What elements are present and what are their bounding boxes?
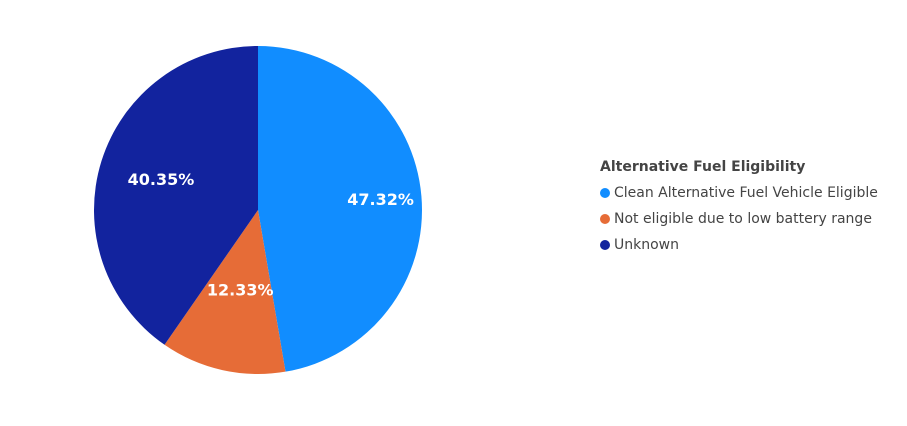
pie-data-labels: 47.32% 12.33% 40.35% — [128, 170, 414, 299]
pie-slice-unknown[interactable] — [94, 46, 258, 345]
legend-marker-icon — [600, 188, 610, 198]
pie-slice-not-eligible[interactable] — [164, 210, 286, 374]
legend-item-not-eligible[interactable]: Not eligible due to low battery range — [600, 206, 878, 232]
pie-slice-clean-eligible[interactable] — [258, 46, 422, 372]
legend-item-label: Not eligible due to low battery range — [614, 211, 872, 227]
legend: Alternative Fuel Eligibility Clean Alter… — [600, 159, 878, 258]
data-label-clean-eligible: 47.32% — [347, 190, 414, 209]
legend-item-label: Clean Alternative Fuel Vehicle Eligible — [614, 185, 878, 201]
pie-slices — [94, 46, 422, 374]
legend-item-clean-eligible[interactable]: Clean Alternative Fuel Vehicle Eligible — [600, 180, 878, 206]
legend-item-unknown[interactable]: Unknown — [600, 232, 878, 258]
legend-marker-icon — [600, 240, 610, 250]
legend-title: Alternative Fuel Eligibility — [600, 159, 806, 175]
legend-marker-icon — [600, 214, 610, 224]
data-label-unknown: 40.35% — [128, 170, 195, 189]
legend-item-label: Unknown — [614, 237, 679, 253]
data-label-not-eligible: 12.33% — [207, 281, 274, 300]
